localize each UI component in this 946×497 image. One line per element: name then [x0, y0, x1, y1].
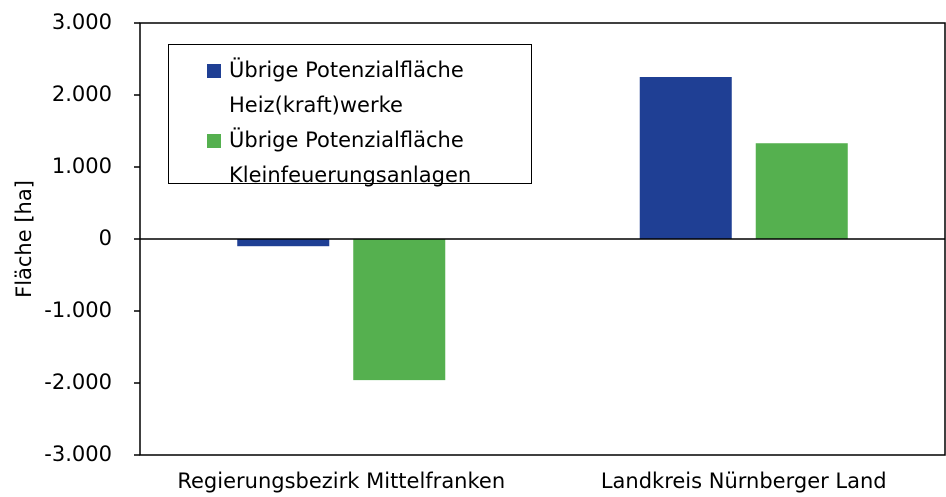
legend-label: Übrige Potenzialfläche Kleinfeuerungsanl… [229, 128, 472, 187]
legend-label: Übrige Potenzialfläche Heiz(kraft)werke [229, 58, 464, 117]
plot-frame [139, 22, 946, 456]
y-tick-label: -1.000 [44, 298, 112, 322]
bar [237, 239, 330, 247]
y-tick-label: 0 [99, 226, 112, 250]
bar [353, 239, 446, 381]
legend-swatch [207, 134, 221, 148]
y-tick-label: -3.000 [44, 442, 112, 466]
y-tick-label: 2.000 [52, 82, 112, 106]
x-tick-label: Regierungsbezirk Mittelfranken [177, 469, 505, 493]
legend: Übrige Potenzialfläche Heiz(kraft)werke Ü… [168, 44, 532, 187]
y-tick-label: -2.000 [44, 370, 112, 394]
legend-item: Übrige Potenzialfläche Heiz(kraft)werke [207, 53, 519, 123]
legend-swatch [207, 64, 221, 78]
legend-item: Übrige Potenzialfläche Kleinfeuerungsanl… [207, 123, 519, 193]
bar [639, 77, 732, 239]
x-tick-label: Landkreis Nürnberger Land [601, 469, 887, 493]
bar [755, 143, 848, 239]
y-tick-label: 3.000 [52, 10, 112, 34]
y-axis-label: Fläche [ha] [12, 180, 36, 298]
y-tick-label: 1.000 [52, 154, 112, 178]
